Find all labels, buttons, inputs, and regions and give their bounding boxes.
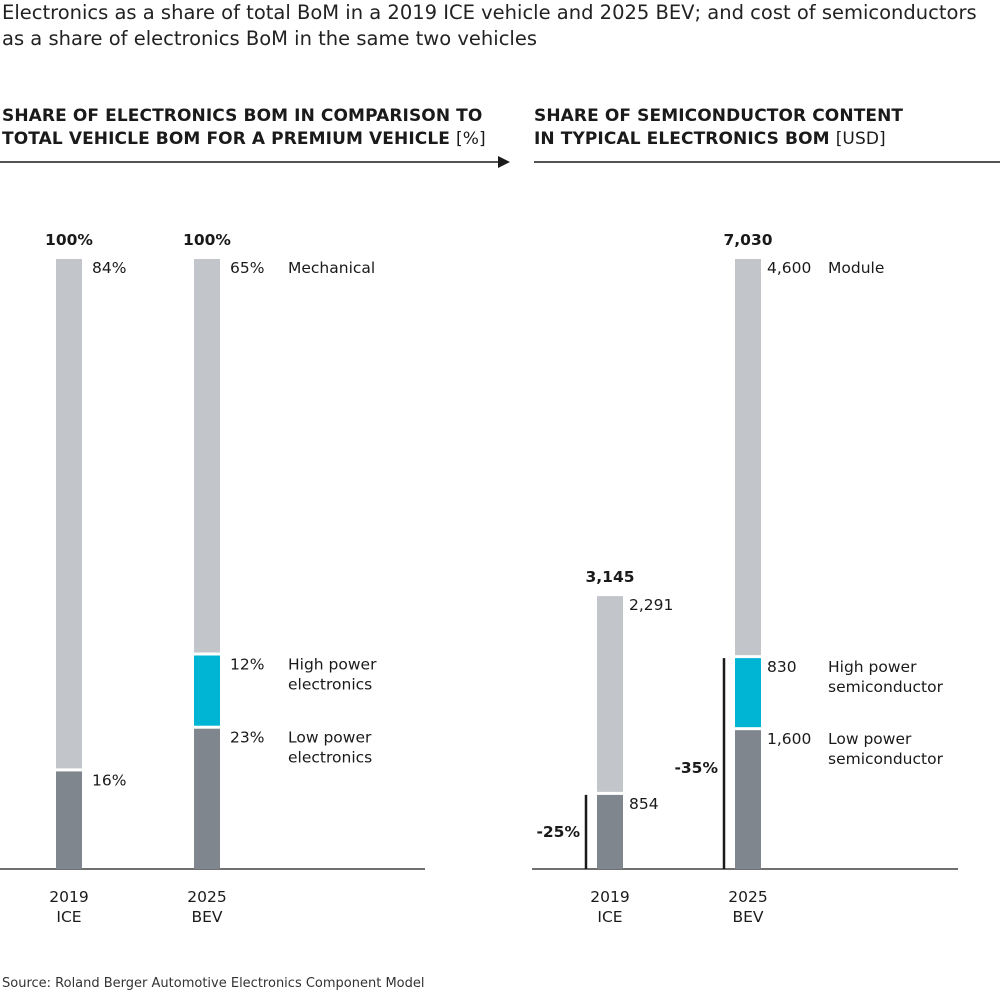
chart-title-line-1: Electronics as a share of total BoM in a… (2, 1, 977, 24)
right-value-label-2019-2: 2,291 (629, 596, 673, 614)
left-value-label-2025-1: 12% (230, 656, 264, 674)
right-category-sublabel-2025: BEV (732, 908, 763, 926)
right-bar-2025-low-power-semiconductor (735, 730, 761, 869)
left-bar-2019-low-power-electronics (56, 771, 82, 869)
left-bar-2025-low-power-electronics (194, 728, 220, 869)
left-category-label-2025: 2025 (187, 888, 226, 906)
right-total-label-2025: 7,030 (723, 231, 772, 249)
left-value-label-2019-0: 16% (92, 771, 126, 789)
right-series-name-1: High power (828, 658, 917, 676)
right-bar-2019-module (597, 596, 623, 792)
right-series-name-0-line-2: semiconductor (828, 750, 944, 768)
right-category-sublabel-2019: ICE (597, 908, 622, 926)
right-panel-heading-line-2-text: IN TYPICAL ELECTRONICS BOM (534, 129, 830, 149)
left-value-label-2025-2: 65% (230, 259, 264, 277)
right-value-label-2025-0: 1,600 (767, 730, 811, 748)
left-category-sublabel-2019: ICE (56, 908, 81, 926)
right-bracket-label-1: -35% (674, 759, 718, 777)
left-series-name-1: High power (288, 656, 377, 674)
left-series-name-0: Low power (288, 729, 372, 747)
left-bar-2019-mechanical (56, 259, 82, 769)
right-series-name-2: Module (828, 259, 884, 277)
left-bar-2025-high-power-electronics (194, 655, 220, 726)
right-bar-2019-low-power-semiconductor (597, 794, 623, 869)
left-category-label-2019: 2019 (49, 888, 88, 906)
left-panel-heading: SHARE OF ELECTRONICS BOM IN COMPARISON T… (2, 105, 486, 151)
right-panel-heading-line-2: IN TYPICAL ELECTRONICS BOM [USD] (534, 128, 903, 151)
left-bar-2025-mechanical (194, 259, 220, 653)
right-category-label-2025: 2025 (728, 888, 767, 906)
right-bracket-label-0: -25% (536, 823, 580, 841)
left-panel-unit: [%] (456, 129, 486, 149)
left-value-label-2025-0: 23% (230, 729, 264, 747)
left-category-sublabel-2025: BEV (191, 908, 222, 926)
right-panel-unit: [USD] (835, 129, 886, 149)
left-series-name-0-line-2: electronics (288, 749, 372, 767)
right-series-name-0: Low power (828, 730, 912, 748)
right-value-label-2025-1: 830 (767, 658, 797, 676)
right-category-label-2019: 2019 (590, 888, 629, 906)
right-bar-2025-module (735, 259, 761, 656)
source-note: Source: Roland Berger Automotive Electro… (2, 976, 425, 991)
right-value-label-2025-2: 4,600 (767, 259, 811, 277)
right-value-label-2019-0: 854 (629, 795, 659, 813)
right-total-label-2019: 3,145 (585, 568, 634, 586)
left-panel-heading-line-2-text: TOTAL VEHICLE BOM FOR A PREMIUM VEHICLE (2, 129, 450, 149)
left-total-label-2019: 100% (45, 231, 93, 249)
right-panel-heading: SHARE OF SEMICONDUCTOR CONTENT IN TYPICA… (534, 105, 903, 151)
left-series-name-2: Mechanical (288, 259, 375, 277)
right-panel-heading-line-1: SHARE OF SEMICONDUCTOR CONTENT (534, 106, 904, 126)
left-value-label-2019-2: 84% (92, 259, 126, 277)
right-series-name-1-line-2: semiconductor (828, 678, 944, 696)
left-series-name-1-line-2: electronics (288, 676, 372, 694)
chart-title-line-2: as a share of electronics BoM in the sam… (2, 27, 537, 50)
right-bar-2025-high-power-semiconductor (735, 658, 761, 728)
heading-arrow-head (498, 156, 510, 168)
chart-title: Electronics as a share of total BoM in a… (2, 0, 992, 52)
left-total-label-2025: 100% (183, 231, 231, 249)
left-panel-heading-line-2: TOTAL VEHICLE BOM FOR A PREMIUM VEHICLE … (2, 128, 486, 151)
left-panel-heading-line-1: SHARE OF ELECTRONICS BOM IN COMPARISON T… (2, 106, 483, 126)
